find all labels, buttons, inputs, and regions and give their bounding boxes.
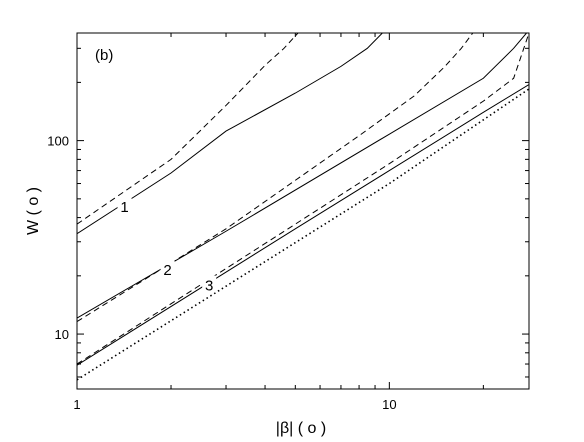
series-line-6 bbox=[77, 33, 529, 365]
series-line-5 bbox=[77, 84, 529, 366]
series-lines bbox=[77, 33, 529, 381]
curve-label-2: 2 bbox=[163, 262, 171, 279]
axis-ticks: 1 10 10 100 bbox=[47, 33, 529, 412]
plot-area-frame bbox=[76, 32, 530, 390]
y-tick-label: 100 bbox=[47, 134, 69, 149]
series-line-7 bbox=[77, 88, 529, 381]
series-line-3 bbox=[77, 33, 527, 319]
x-tick-label: 1 bbox=[73, 397, 80, 412]
curve-label-1: 1 bbox=[120, 199, 128, 216]
panel-label: (b) bbox=[95, 47, 113, 64]
x-axis-label: |β| ( o ) bbox=[276, 420, 326, 437]
curve-labels: 1 2 3 bbox=[117, 197, 217, 295]
x-tick-label: 10 bbox=[382, 397, 396, 412]
curve-label-bg bbox=[117, 197, 132, 215]
y-axis-label: W ( o ) bbox=[25, 187, 42, 235]
series-line-1 bbox=[77, 33, 383, 235]
curve-label-bg bbox=[202, 275, 217, 293]
series-line-4 bbox=[77, 33, 474, 323]
y-tick-label: 10 bbox=[55, 327, 69, 342]
curve-label-3: 3 bbox=[205, 278, 213, 295]
series-line-2 bbox=[77, 33, 299, 225]
curve-label-bg bbox=[160, 259, 175, 277]
